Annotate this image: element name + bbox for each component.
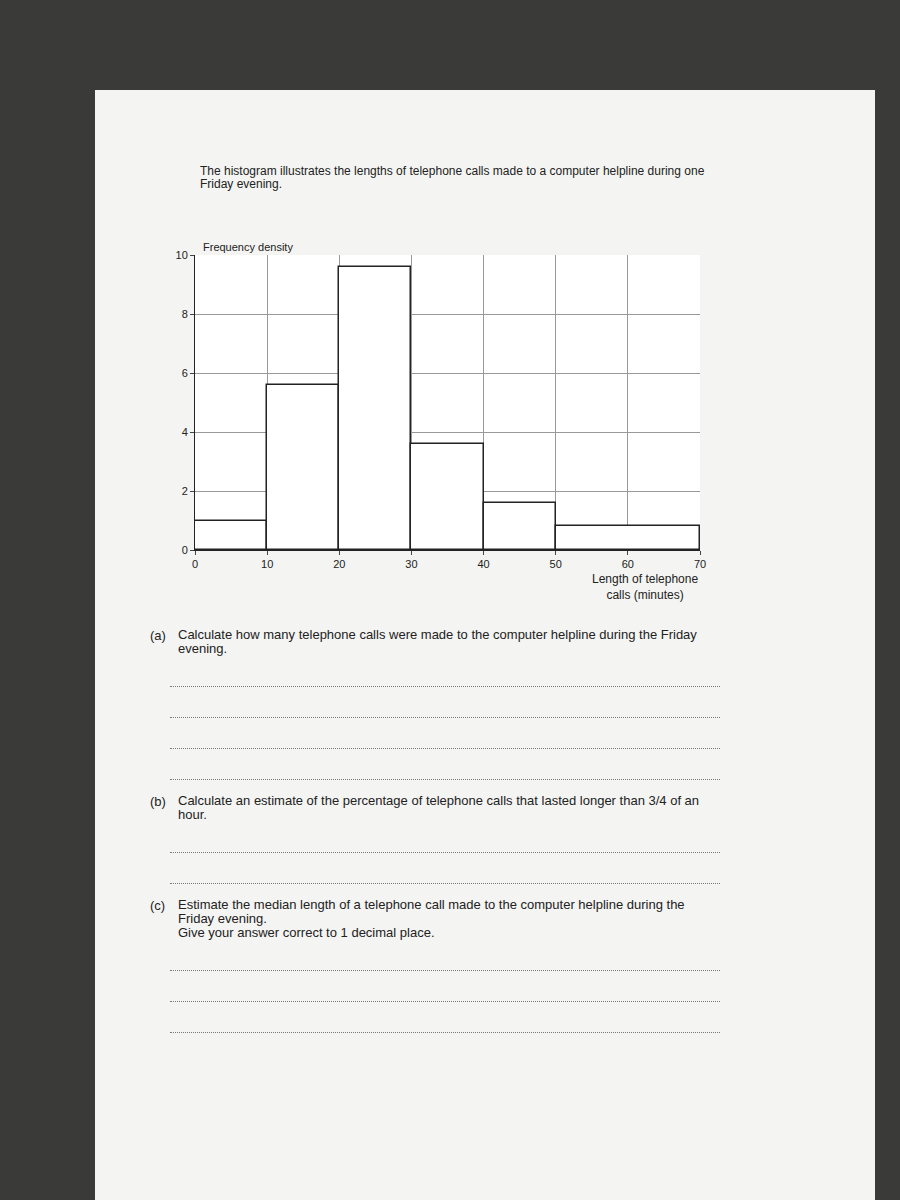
svg-text:20: 20: [333, 558, 345, 570]
html-text:Estimate the median length of: Estimate the median length of a telephon…: [178, 897, 685, 926]
svg-text:10: 10: [261, 558, 273, 570]
html-text:Calculate an estimate of the p: Calculate an estimate of the percentage …: [178, 793, 700, 822]
html-text:The histogram illustrates the: The histogram illustrates the lengths of…: [200, 164, 705, 178]
svg-text:40: 40: [477, 558, 489, 570]
svg-text:0: 0: [192, 558, 198, 570]
svg-text:2: 2: [182, 485, 188, 497]
svg-text:70: 70: [694, 558, 706, 570]
html-text:(c): (c): [150, 898, 166, 913]
svg-text:0: 0: [182, 544, 188, 556]
svg-text:4: 4: [182, 426, 188, 438]
html-text:Calculate how many telephone c: Calculate how many telephone calls were …: [178, 627, 697, 656]
svg-text:60: 60: [622, 558, 634, 570]
svg-text:50: 50: [550, 558, 562, 570]
svg-text:Length of telephonecalls (minu: Length of telephonecalls (minutes): [592, 572, 698, 602]
svg-text:Frequency density: Frequency density: [203, 241, 293, 253]
html-text:Give your answer correct to 1: Give your answer correct to 1 decimal pl…: [178, 925, 435, 940]
html-text:(a): (a): [150, 628, 166, 643]
svg-text:10: 10: [176, 249, 188, 261]
html-text:Friday evening.: Friday evening.: [200, 177, 282, 191]
svg-text:6: 6: [182, 367, 188, 379]
svg-text:8: 8: [182, 308, 188, 320]
svg-text:30: 30: [405, 558, 417, 570]
html-text:(b): (b): [150, 794, 166, 809]
